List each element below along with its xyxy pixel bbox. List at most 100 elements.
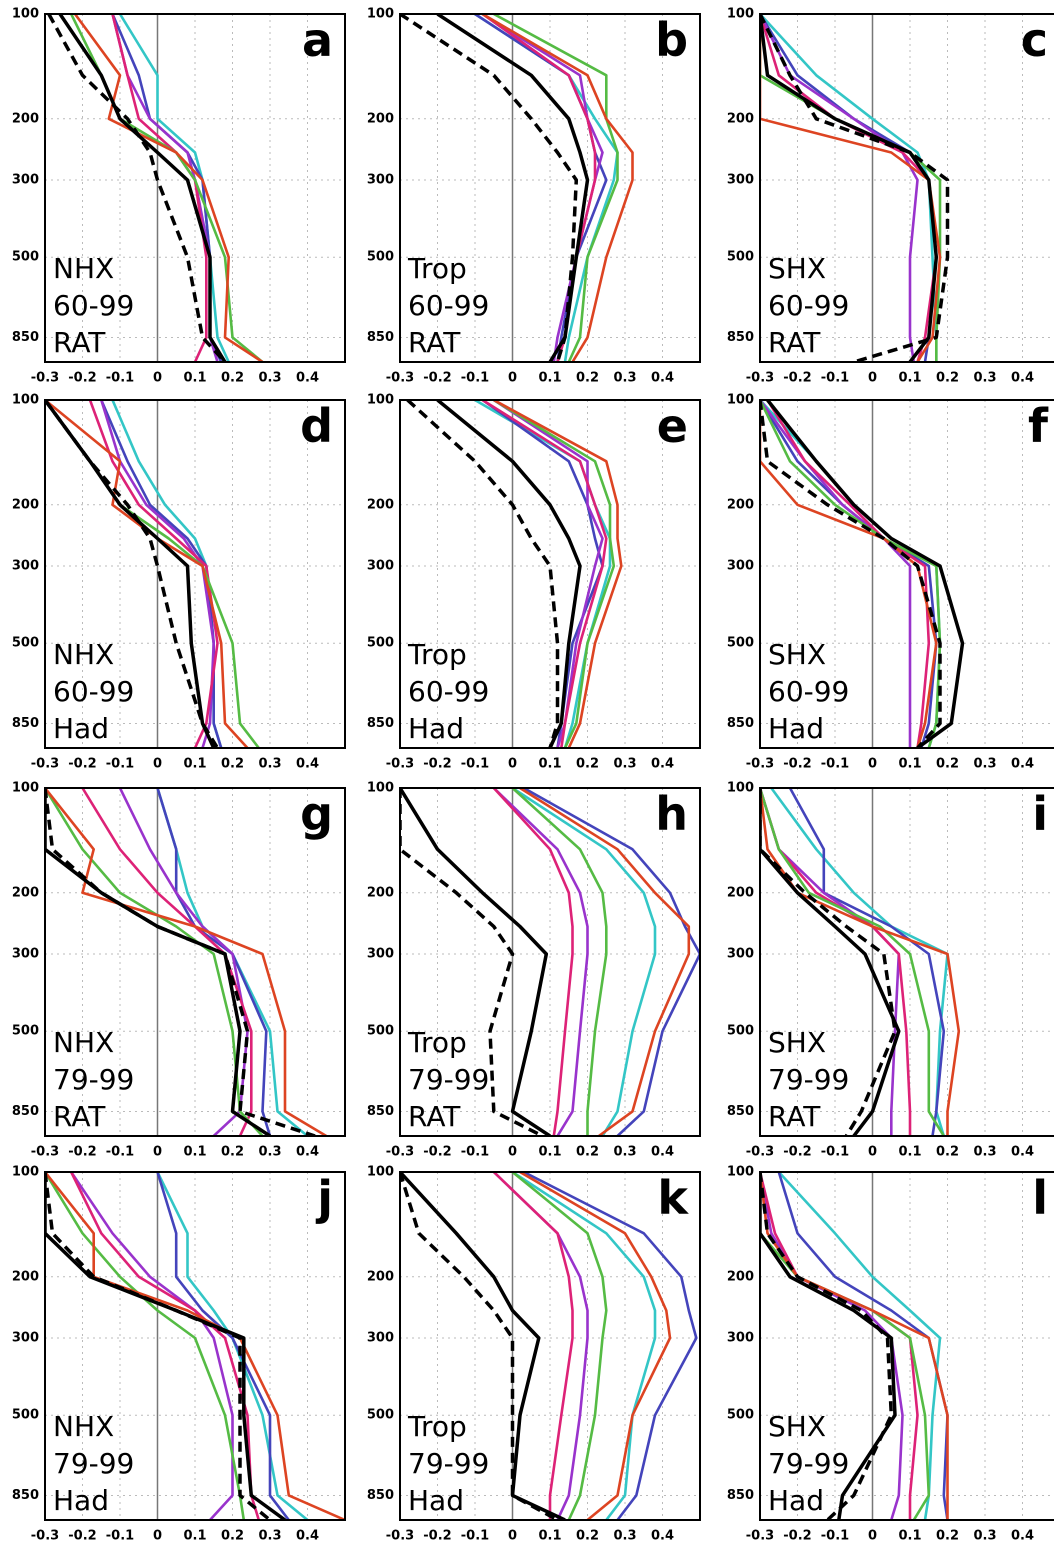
series-line (88, 400, 219, 748)
x-tick-label: 0.3 (973, 1529, 996, 1544)
series-line (81, 788, 253, 1136)
x-tick-label: 0 (153, 1145, 162, 1160)
x-tick-label: 0.1 (898, 757, 921, 772)
panel: -0.3 -0.2 -0.1 0 0.1 0.2 0.3 0.4 100 200 300 500 850… (727, 1165, 1054, 1544)
x-tick-label: -0.2 (783, 1145, 811, 1160)
plot-frame (759, 1171, 1054, 1521)
x-tick-label: 0 (868, 757, 877, 772)
panel: -0.3 -0.2 -0.1 0 0.1 0.2 0.3 0.4 100 200 300 500 850… (12, 1165, 346, 1544)
y-tick-label: 100 (367, 781, 394, 796)
x-tick-label: 0.3 (613, 1145, 636, 1160)
series-line (493, 14, 619, 362)
series-line (47, 14, 227, 362)
y-tick-label: 300 (367, 947, 394, 962)
panel-annotation: 60-99 (408, 675, 489, 708)
x-tick-label: 0.3 (613, 1529, 636, 1544)
panel-annotation: 60-99 (408, 289, 489, 322)
panel-annotation: RAT (53, 326, 106, 359)
plot-frame (399, 787, 701, 1137)
y-tick-label: 850 (12, 716, 39, 731)
x-tick-label: -0.2 (68, 757, 96, 772)
x-tick-label: -0.1 (106, 1529, 134, 1544)
x-tick-label: 0.2 (576, 757, 599, 772)
series-line (492, 788, 589, 1136)
panel-annotation: Had (768, 1484, 824, 1517)
panel-annotation: 60-99 (768, 289, 849, 322)
panel-annotation: NHX (53, 638, 114, 671)
series-line (760, 1172, 904, 1520)
y-tick-label: 200 (727, 111, 754, 126)
x-tick-label: 0.2 (936, 757, 959, 772)
series-line (760, 788, 945, 1136)
x-tick-label: 0.3 (258, 1529, 281, 1544)
lines (400, 14, 634, 362)
x-tick-label: 0.4 (296, 757, 319, 772)
x-tick-label: 0.2 (221, 1529, 244, 1544)
x-tick-label: 0.1 (898, 1145, 921, 1160)
lines (47, 14, 264, 362)
x-tick-label: -0.3 (386, 1529, 414, 1544)
series-line (45, 400, 219, 748)
x-tick-label: 0.2 (221, 371, 244, 386)
panel-letter: b (655, 13, 688, 67)
x-tick-label: 0.4 (296, 1145, 319, 1160)
panel-annotation: SHX (768, 252, 826, 285)
series-line (45, 1172, 272, 1520)
x-tick-label: 0.4 (1011, 1529, 1034, 1544)
panel-annotation: 60-99 (53, 289, 134, 322)
y-tick-label: 300 (12, 559, 39, 574)
panel-annotation: RAT (408, 1100, 461, 1133)
y-tick-label: 850 (12, 1488, 39, 1503)
x-tick-label: -0.3 (746, 1145, 774, 1160)
y-tick-label: 850 (367, 330, 394, 345)
y-tick-label: 850 (367, 1104, 394, 1119)
y-tick-label: 300 (12, 173, 39, 188)
series-line (481, 400, 608, 748)
y-tick-label: 300 (367, 173, 394, 188)
y-tick-label: 500 (12, 636, 39, 651)
x-tick-label: 0.4 (651, 371, 674, 386)
x-tick-label: 0.2 (221, 1145, 244, 1160)
panel-annotation: RAT (53, 1100, 106, 1133)
y-tick-label: 100 (367, 7, 394, 22)
panel-letter: l (1032, 1171, 1048, 1225)
x-tick-label: -0.1 (461, 1529, 489, 1544)
y-tick-label: 200 (367, 111, 394, 126)
panel-annotation: Had (53, 712, 109, 745)
series-line (493, 400, 616, 748)
x-tick-label: 0.4 (651, 757, 674, 772)
plot-frame (759, 787, 1054, 1137)
series-line (519, 788, 691, 1136)
panel-annotation: NHX (53, 1410, 114, 1443)
x-tick-label: 0.4 (1011, 1145, 1034, 1160)
x-tick-label: 0 (153, 371, 162, 386)
series-line (156, 1172, 290, 1520)
x-tick-label: -0.1 (821, 1145, 849, 1160)
series-line (58, 14, 227, 362)
panel-annotation: 79-99 (408, 1447, 489, 1480)
series-line (760, 14, 950, 362)
x-tick-label: -0.1 (821, 371, 849, 386)
series-line (492, 788, 574, 1136)
y-tick-label: 500 (367, 1408, 394, 1423)
lines (760, 14, 950, 362)
y-tick-label: 200 (367, 1269, 394, 1284)
series-line (760, 1172, 894, 1520)
x-tick-label: 0.1 (538, 1145, 561, 1160)
series-line (511, 1172, 657, 1520)
lines (760, 788, 961, 1136)
y-tick-label: 850 (12, 1104, 39, 1119)
y-tick-label: 200 (12, 497, 39, 512)
x-tick-label: 0.4 (1011, 371, 1034, 386)
y-tick-label: 300 (727, 559, 754, 574)
series-line (481, 14, 604, 362)
series-line (760, 400, 938, 748)
panel: -0.3 -0.2 -0.1 0 0.1 0.2 0.3 0.4 100 200 300 500 850… (12, 393, 346, 772)
x-tick-label: 0.3 (973, 757, 996, 772)
x-tick-label: 0.2 (576, 371, 599, 386)
x-tick-label: 0 (508, 1145, 517, 1160)
series-line (492, 1172, 589, 1520)
y-tick-label: 850 (367, 716, 394, 731)
y-tick-label: 100 (727, 7, 754, 22)
panel-annotation: Had (53, 1484, 109, 1517)
